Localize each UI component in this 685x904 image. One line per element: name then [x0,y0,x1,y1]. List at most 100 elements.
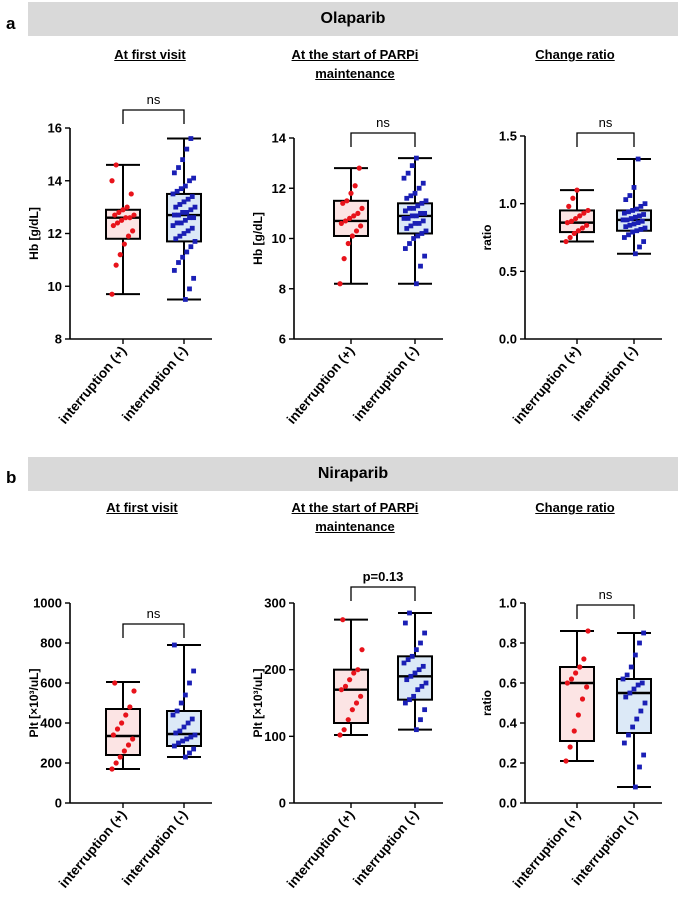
point-b3-0-8 [573,670,579,676]
point-a1-1-1 [187,286,192,292]
point-a3-0-8 [573,215,579,222]
point-a3-0-2 [571,230,577,237]
point-a3-1-17 [632,214,638,220]
point-a3-1-27 [627,193,633,198]
point-b3-1-3 [621,740,627,746]
point-b1-0-12 [112,680,118,686]
point-a2-1-24 [419,200,425,206]
sig-bracket-b1 [122,623,185,638]
point-a2-0-14 [348,190,354,196]
y-tick-label-a3-2: 1.0 [499,196,517,211]
point-a2-1-10 [408,223,414,229]
point-b1-0-3 [121,748,127,754]
point-a1-0-3 [121,241,127,247]
point-b2-0-2 [345,717,351,723]
point-a1-1-0 [182,297,188,302]
point-a1-1-26 [173,204,179,210]
point-a3-1-7 [638,226,644,232]
sig-label-b1: ns [147,606,161,621]
point-a3-1-11 [631,221,637,227]
point-b3-1-2 [641,752,647,758]
point-a3-0-14 [574,187,580,193]
point-a3-1-10 [627,222,633,228]
point-b1-0-4 [125,742,132,748]
y-tick-label-b3-4: 0.8 [499,636,517,651]
point-a2-1-34 [413,155,419,161]
subtitle-b1: At first visit [106,500,178,515]
point-b2-0-11 [359,647,365,653]
point-a3-1-21 [626,209,631,215]
y-tick-label-a2-3: 12 [272,181,286,196]
point-b1-1-0 [182,754,188,760]
point-b1-1-14 [170,712,176,718]
point-b1-1-1 [187,750,192,756]
point-b2-1-8 [423,680,429,686]
point-a2-0-13 [344,198,350,204]
point-a3-1-24 [638,203,644,209]
point-a1-0-15 [124,204,130,210]
point-a2-1-27 [408,193,414,199]
point-b3-1-1 [637,764,642,770]
x-tick-label-a2-0: interruption (+) [284,343,357,426]
y-label-b2: Plt [×10³/uL] [251,668,265,737]
point-a1-1-7 [188,244,194,250]
sig-label-a2: ns [376,115,390,130]
subtitle-a1: At first visit [114,47,186,62]
point-b1-0-10 [127,704,133,710]
point-b3-0-5 [584,684,590,690]
point-a3-1-26 [623,197,629,203]
point-a2-0-1 [341,256,347,262]
y-tick-label-b1-2: 400 [40,716,62,731]
point-b2-1-3 [402,700,408,706]
y-tick-label-b3-2: 0.4 [499,716,518,731]
sig-label-a3: ns [599,115,613,130]
point-a3-1-6 [634,228,640,234]
point-a2-0-3 [349,233,355,239]
point-b1-1-6 [184,736,190,742]
box-b1-0 [105,708,141,756]
point-b1-1-2 [191,746,197,752]
y-tick-label-a3-1: 0.5 [499,264,517,279]
point-a3-1-25 [642,201,648,207]
point-b3-1-19 [641,630,647,636]
point-a1-1-8 [192,239,198,244]
x-tick-label-b1-1: interruption (-) [119,807,190,888]
point-a2-1-0 [413,281,419,287]
point-b3-0-2 [571,728,577,734]
point-a1-1-25 [192,204,198,210]
point-b3-0-7 [568,676,575,682]
point-a2-1-25 [423,198,429,204]
point-a1-1-10 [177,233,183,239]
point-b2-1-16 [409,653,415,659]
point-a1-0-8 [119,217,125,223]
point-a2-0-15 [352,183,358,189]
point-a1-1-29 [185,196,191,202]
point-a1-0-18 [113,162,119,168]
point-b2-0-3 [349,707,355,713]
y-tick-label-b3-1: 0.2 [499,756,517,771]
point-a1-1-18 [187,215,192,221]
point-a1-1-3 [171,268,177,273]
point-b1-1-13 [189,716,195,722]
point-a1-1-32 [174,188,180,194]
y-tick-label-b2-2: 200 [264,662,286,677]
point-b1-1-10 [177,728,183,734]
point-a2-1-19 [422,210,428,216]
point-b2-0-5 [358,693,364,699]
point-a3-1-22 [630,208,636,213]
point-a3-1-8 [642,225,648,231]
point-a1-1-33 [178,186,184,192]
point-a3-1-1 [637,244,642,250]
point-a2-1-11 [412,221,418,226]
point-a3-1-19 [641,212,647,217]
point-b2-1-20 [402,620,408,626]
point-b3-1-18 [637,640,642,646]
point-b2-0-1 [341,727,347,733]
panel-letter-a: a [6,14,16,33]
point-b1-1-12 [185,720,191,726]
point-b3-1-14 [620,676,626,682]
point-a2-1-6 [415,233,421,239]
point-b1-1-7 [188,734,194,740]
point-a1-1-21 [176,212,181,218]
point-a3-0-10 [581,210,587,216]
